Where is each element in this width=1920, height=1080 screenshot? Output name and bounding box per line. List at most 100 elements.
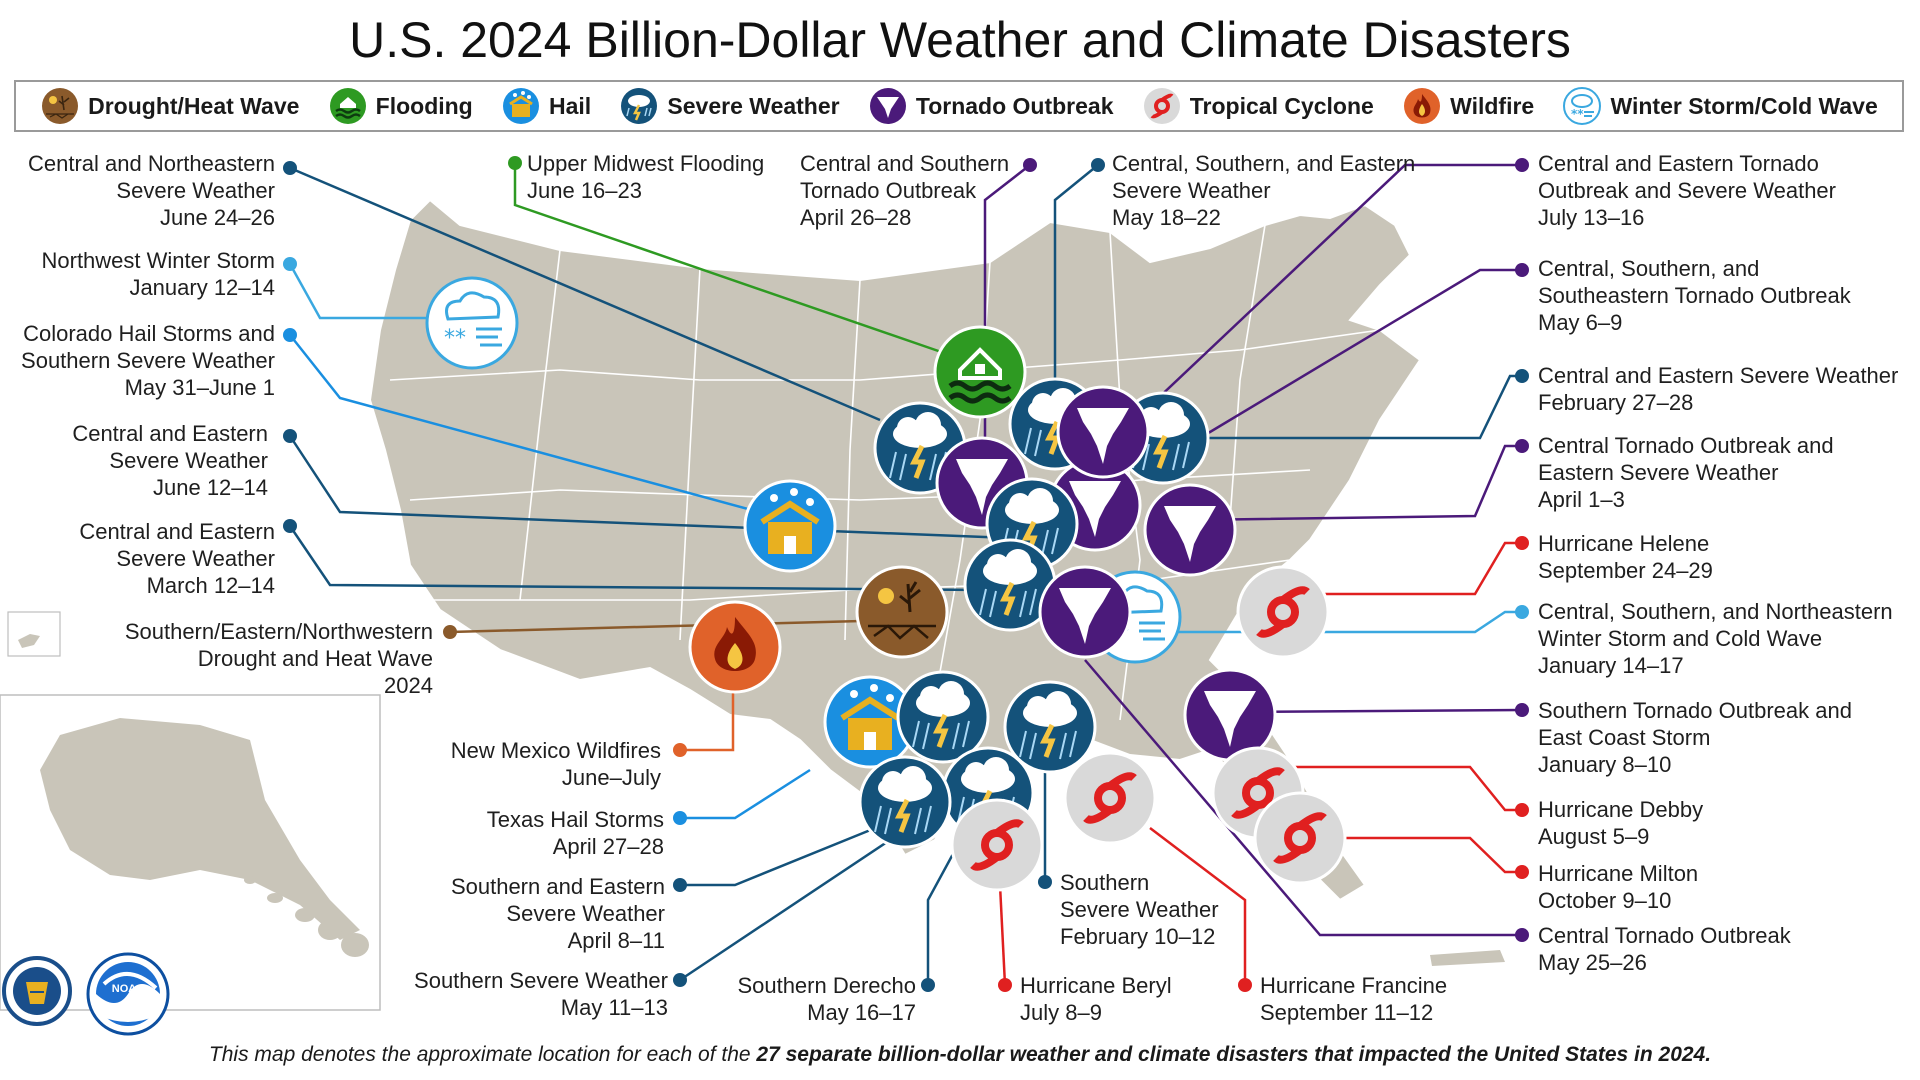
legend-label: Tornado Outbreak <box>915 92 1114 119</box>
connector-line <box>680 768 811 820</box>
endpoint-dot <box>1515 928 1529 942</box>
legend: Drought/Heat Wave Flooding Hail Severe W… <box>14 80 1904 132</box>
endpoint-dot <box>443 625 457 639</box>
connector-line <box>449 618 901 634</box>
tornado-marker <box>1038 565 1132 659</box>
event-label: Central and Eastern Severe Weather June 12… <box>72 421 268 500</box>
connector-lines <box>288 163 1523 986</box>
event-label: Southern Derecho May 16–17 <box>737 973 916 1025</box>
endpoint-dot <box>508 156 522 170</box>
wildfire-icon <box>1404 88 1441 124</box>
event-label: Southern Tornado Outbreak and East Coast … <box>1538 698 1852 777</box>
territory-inset <box>7 611 61 657</box>
connector-line <box>1300 836 1522 874</box>
legend-item-drought: Drought/Heat Wave <box>40 86 299 126</box>
connector-line <box>288 263 470 320</box>
endpoint-dot <box>1238 978 1252 992</box>
wildfire-marker <box>688 600 782 694</box>
winter-storm-marker <box>425 276 519 370</box>
legend-label: Tropical Cyclone <box>1189 92 1374 119</box>
connector-line <box>289 334 771 517</box>
tropical-cyclone-icon <box>1143 88 1180 124</box>
event-label: Hurricane Debby August 5–9 <box>1538 797 1704 849</box>
legend-item-winter: ** Winter Storm/Cold Wave <box>1562 86 1878 126</box>
endpoint-dot <box>1515 605 1529 619</box>
endpoint-dot <box>673 878 687 892</box>
endpoint-dots <box>283 156 1529 992</box>
legend-item-severe: Severe Weather <box>619 86 840 126</box>
event-label: Hurricane Helene September 24–29 <box>1538 531 1713 583</box>
event-label: Hurricane Francine September 11–12 <box>1260 973 1448 1025</box>
event-label: Hurricane Milton October 9–10 <box>1538 861 1699 913</box>
endpoint-dot <box>1091 158 1105 172</box>
event-label: Central and Northeastern Severe Weather Ju… <box>27 151 275 230</box>
connector-line <box>1189 444 1522 522</box>
connector-line <box>680 816 901 887</box>
legend-label: Hail <box>548 92 592 119</box>
event-label: Southern Severe Weather February 10–12 <box>1060 870 1219 949</box>
event-label: Central, Southern, and Eastern Severe Wea… <box>1112 151 1416 230</box>
legend-item-flooding: Flooding <box>328 86 473 126</box>
event-label: Northwest Winter Storm January 12–14 <box>41 248 276 300</box>
flooding-icon <box>329 88 366 124</box>
tornado-marker <box>1143 483 1237 577</box>
event-label: Central, Southern, and Northeastern Winte… <box>1538 599 1893 678</box>
legend-item-tropical: Tropical Cyclone <box>1142 86 1374 126</box>
tornado-marker <box>1183 668 1277 762</box>
endpoint-dot <box>1038 875 1052 889</box>
endpoint-dot <box>921 978 935 992</box>
endpoint-dot <box>283 328 297 342</box>
connector-line <box>1149 827 1247 985</box>
legend-item-tornado: Tornado Outbreak <box>868 86 1114 126</box>
event-label: Upper Midwest Flooding June 16–23 <box>527 151 765 203</box>
connector-line <box>1280 541 1522 596</box>
tornado-icon <box>869 88 906 124</box>
endpoint-dot <box>1515 369 1529 383</box>
hail-marker <box>745 481 835 571</box>
legend-label: Severe Weather <box>667 92 840 119</box>
endpoint-dot <box>673 973 687 987</box>
tropical-cyclone-marker <box>1065 753 1155 843</box>
flooding-marker <box>935 327 1025 417</box>
event-label: Central and Southern Tornado Outbreak Apri… <box>800 151 1010 230</box>
drought-icon <box>42 88 79 124</box>
event-label: Central, Southern, and Southeastern Torna… <box>1538 256 1851 335</box>
connector-line <box>1053 164 1099 395</box>
severe-weather-marker <box>860 757 950 847</box>
endpoint-dot <box>283 257 297 271</box>
event-label: Southern and Eastern Severe Weather April … <box>450 874 665 953</box>
endpoint-dot <box>283 429 297 443</box>
connector-line <box>1255 765 1522 812</box>
legend-label: Wildfire <box>1450 92 1535 119</box>
tropical-cyclone-marker <box>1255 793 1345 883</box>
hawaii-shape <box>244 876 369 957</box>
endpoint-dot <box>998 978 1012 992</box>
event-label: Central and Eastern Severe Weather March 1… <box>79 519 275 598</box>
event-label: Central and Eastern Severe Weather Februa… <box>1538 363 1899 415</box>
department-of-commerce-seal <box>2 956 72 1026</box>
endpoint-dot <box>1023 158 1037 172</box>
event-label: Colorado Hail Storms and Southern Severe … <box>21 321 275 400</box>
endpoint-dot <box>1515 703 1529 717</box>
connector-line <box>288 525 986 592</box>
hail-icon <box>502 88 539 124</box>
severe-weather-marker <box>898 672 988 762</box>
legend-item-hail: Hail <box>501 86 591 126</box>
connector-line <box>1084 659 1522 937</box>
connector-line <box>513 163 951 357</box>
endpoint-dot <box>673 811 687 825</box>
footnote: This map denotes the approximate locatio… <box>208 1043 1712 1066</box>
connector-line <box>1134 163 1522 421</box>
connector-line <box>1229 708 1523 714</box>
event-label: Texas Hail Storms April 27–28 <box>486 807 664 859</box>
svg-text:NOAA: NOAA <box>112 983 144 995</box>
connector-line <box>289 166 881 422</box>
endpoint-dot <box>1515 158 1529 172</box>
puerto-rico-shape <box>1430 950 1505 966</box>
event-label: Southern Severe Weather May 11–13 <box>414 968 668 1020</box>
tropical-cyclone-marker <box>952 800 1042 890</box>
winter-storm-icon: ** <box>1563 87 1602 125</box>
endpoint-dot <box>283 161 297 175</box>
event-label: Central Tornado Outbreak and Eastern Seve… <box>1538 433 1834 512</box>
map-title: U.S. 2024 Billion-Dollar Weather and Cli… <box>349 12 1571 68</box>
